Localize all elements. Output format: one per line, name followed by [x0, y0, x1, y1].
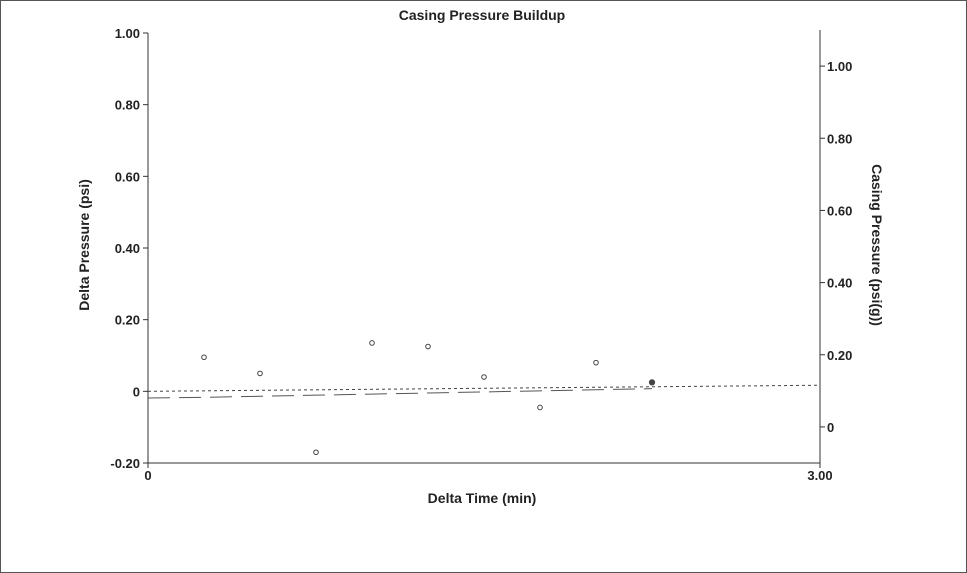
right-y-tick-label: 0.80: [827, 131, 852, 146]
left-y-tick-label: -0.20: [110, 456, 140, 471]
casing-pressure-line: [147, 388, 653, 399]
right-y-tick-label: 0.60: [827, 203, 852, 218]
data-point: [369, 340, 375, 346]
left-y-tick-label: 0.40: [115, 241, 140, 256]
data-point: [313, 449, 319, 456]
data-point: [257, 370, 263, 377]
data-point: [537, 404, 543, 411]
right-y-tick-label: 0: [827, 420, 834, 435]
reference-line: [147, 384, 821, 392]
data-point: [648, 379, 656, 386]
left-y-tick-label: 0.80: [115, 98, 140, 113]
x-tick-label: 3.00: [807, 468, 832, 483]
chart-title: Casing Pressure Buildup: [399, 7, 565, 23]
data-point: [481, 374, 487, 380]
left-y-ticks: 1.00 0.80 0.60 0.40 0.20 0 -0.20: [110, 26, 148, 471]
right-y-axis-title: Casing Pressure (psi(g)): [869, 164, 885, 326]
data-point: [201, 354, 207, 361]
right-y-ticks: 1.00 0.80 0.60 0.40 0.20 0: [820, 59, 852, 435]
right-y-tick-label: 0.40: [827, 276, 852, 291]
data-point: [425, 343, 431, 350]
left-y-axis-title: Delta Pressure (psi): [76, 179, 92, 311]
x-ticks: 0 3.00: [144, 463, 833, 483]
right-y-tick-label: 0.20: [827, 348, 852, 363]
x-tick-label: 0: [144, 468, 151, 483]
left-y-tick-label: 0.60: [115, 169, 140, 184]
data-point: [593, 359, 599, 366]
x-axis-title: Delta Time (min): [428, 490, 537, 506]
left-y-tick-label: 0.20: [115, 313, 140, 328]
left-y-tick-label: 1.00: [115, 26, 140, 41]
series-layer: [147, 340, 821, 456]
right-y-tick-label: 1.00: [827, 59, 852, 74]
left-y-tick-label: 0: [133, 384, 140, 399]
